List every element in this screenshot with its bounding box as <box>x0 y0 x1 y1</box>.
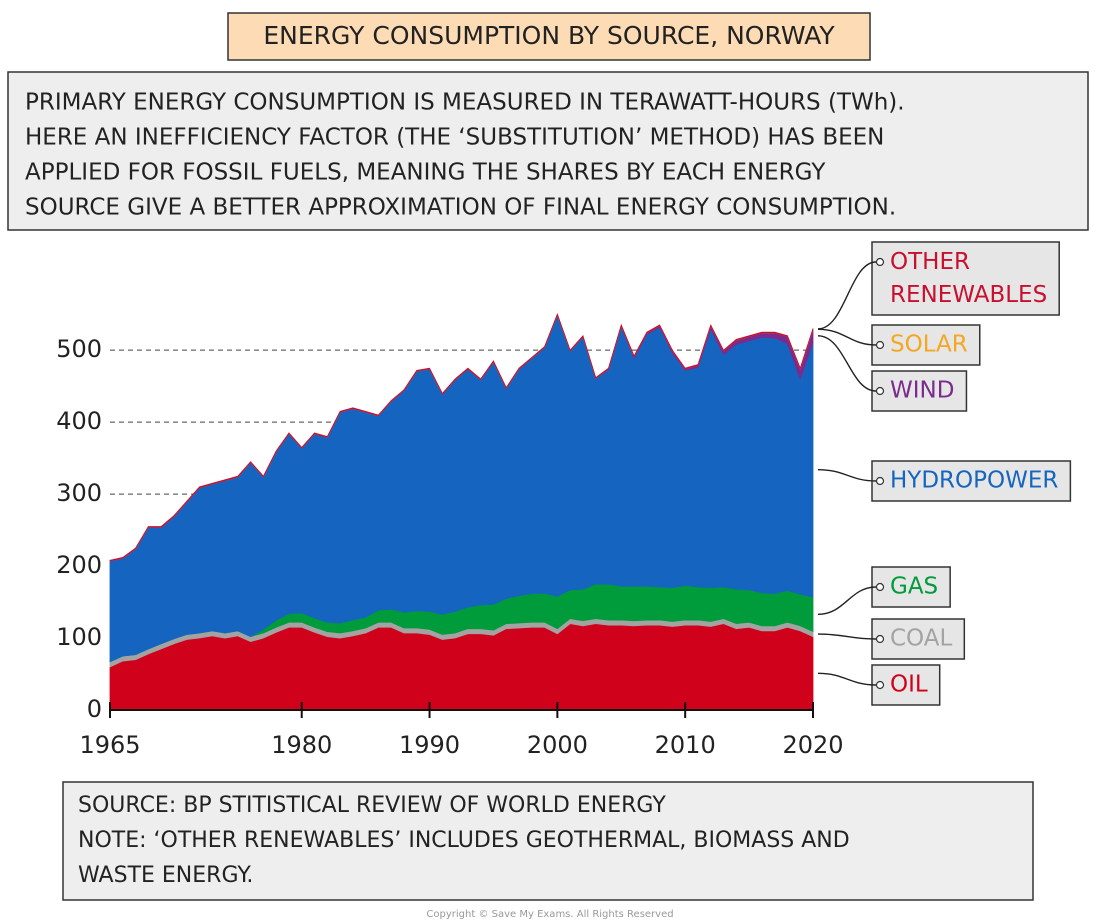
x-tick-label: 2020 <box>782 731 843 759</box>
y-tick-label: 300 <box>56 479 102 507</box>
y-tick-label: 500 <box>56 335 102 363</box>
series-label-box <box>871 460 1072 502</box>
series-label-box <box>871 241 1060 316</box>
series-label-box <box>871 566 951 608</box>
x-tick-label: 2010 <box>655 731 716 759</box>
leader-line <box>817 261 877 330</box>
series-label-box <box>871 618 966 660</box>
x-tick-label: 1980 <box>271 731 332 759</box>
x-tick-label: 2000 <box>527 731 588 759</box>
label-pin <box>875 680 885 690</box>
series-label-text: SOLAR <box>890 332 968 358</box>
label-pin <box>875 634 885 644</box>
leader-line <box>817 468 877 482</box>
series-label-text: GAS <box>890 574 938 600</box>
description-box <box>7 71 1089 231</box>
description-line: SOURCE GIVE A BETTER APPROXIMATION OF FI… <box>25 195 896 221</box>
area <box>109 313 814 562</box>
areas <box>109 313 814 711</box>
description-line: APPLIED FOR FOSSIL FUELS, MEANING THE SH… <box>25 160 826 186</box>
copyright: Copyright © Save My Exams. All Rights Re… <box>426 909 673 920</box>
series-label: OTHER RENEWABLES <box>817 241 1060 330</box>
series-label-text: OIL <box>890 672 928 698</box>
plot: 0 100 200 300 400 500 1965 1980 1990 2000 2010 2020… <box>56 241 1072 759</box>
label-pin <box>875 340 885 350</box>
series-label: GAS <box>817 566 951 615</box>
leader-line <box>817 335 877 392</box>
note-line: SOURCE: BP STITISTICAL REVIEW OF WORLD E… <box>78 793 666 818</box>
series-label: COAL <box>817 618 966 660</box>
title-box <box>227 12 871 61</box>
label-pin <box>875 476 885 486</box>
label-pin <box>875 257 885 267</box>
series-label-text: OTHER RENEWABLES <box>890 249 1047 308</box>
y-tick-label: 400 <box>56 407 102 435</box>
chart-title: ENERGY CONSUMPTION BY SOURCE, NORWAY <box>263 21 835 50</box>
y-tick-label: 0 <box>87 695 102 723</box>
leader-line <box>817 633 877 640</box>
notes-box <box>62 781 1034 901</box>
leader-line <box>817 672 877 686</box>
series-label: HYDROPOWER <box>817 460 1072 502</box>
y-tick-label: 100 <box>56 623 102 651</box>
series-label-text: WIND <box>890 378 954 404</box>
y-tick-label: 200 <box>56 551 102 579</box>
series-label: SOLAR <box>817 324 981 366</box>
series-label-text: COAL <box>890 626 952 652</box>
series-label: WIND <box>817 335 968 412</box>
note-line: WASTE ENERGY. <box>78 863 253 888</box>
leader-line <box>817 586 877 615</box>
label-pin <box>875 582 885 592</box>
description-line: HERE AN INEFFICIENCY FACTOR (THE ‘SUBSTI… <box>25 125 884 151</box>
series-label-text: HYDROPOWER <box>890 468 1058 494</box>
x-tick-label: 1965 <box>79 731 140 759</box>
series-label: OIL <box>817 664 941 706</box>
label-pin <box>875 386 885 396</box>
series-label-box <box>871 370 968 412</box>
description-line: PRIMARY ENERGY CONSUMPTION IS MEASURED I… <box>25 90 905 116</box>
note-line: NOTE: ‘OTHER RENEWABLES’ INCLUDES GEOTHE… <box>78 828 850 853</box>
leader-line <box>817 328 877 346</box>
x-tick-label: 1990 <box>399 731 460 759</box>
